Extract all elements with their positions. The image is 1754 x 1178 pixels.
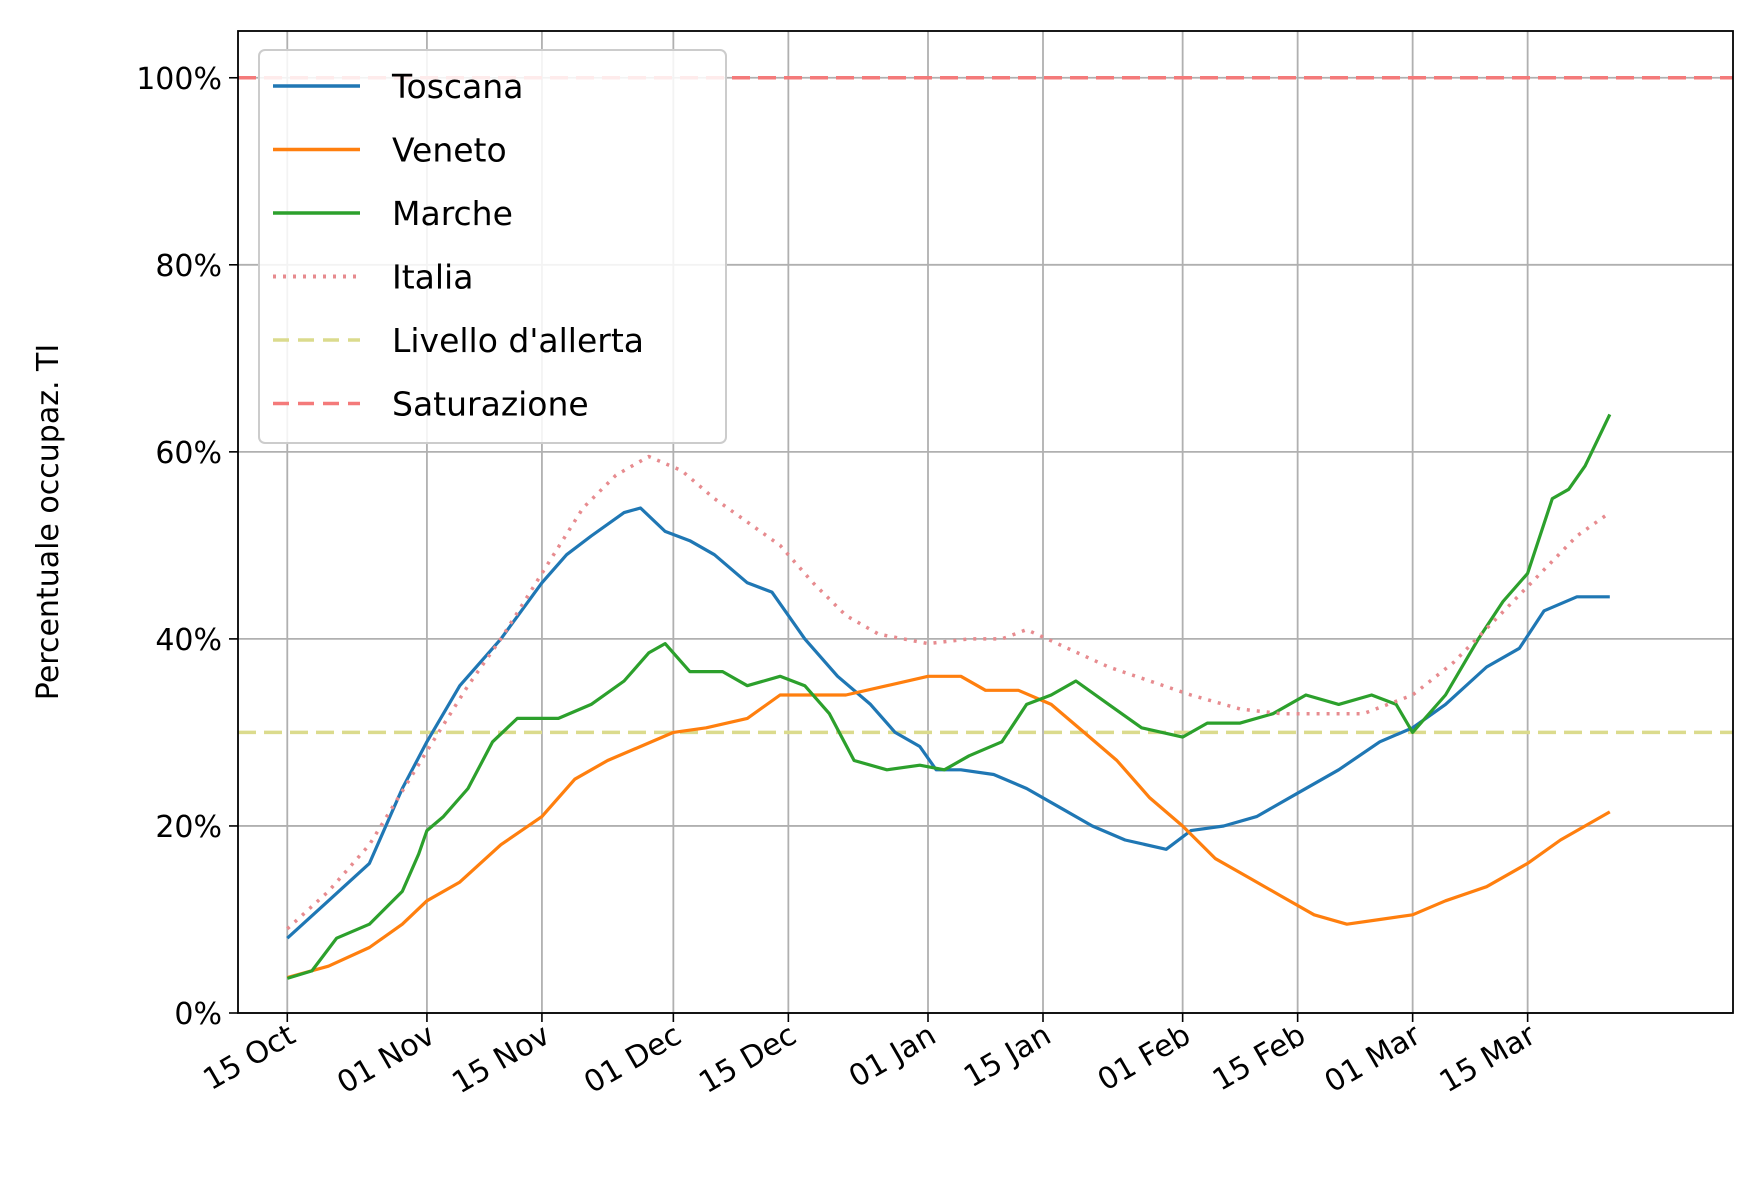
- axes-frame: [237, 30, 1734, 1014]
- y-axis-ticks: 0% 20% 40% 60% 80% 100%: [136, 62, 238, 1032]
- y-tick-label: 40%: [155, 623, 222, 658]
- series-lines: [286, 413, 1612, 980]
- legend-label-saturazione: Saturazione: [392, 385, 589, 424]
- toscana-line: [286, 506, 1610, 940]
- legend: Toscana Veneto Marche Italia Livello d'aller…: [258, 49, 727, 444]
- marche-line: [286, 413, 1612, 980]
- y-tick-label: 80%: [155, 249, 222, 284]
- y-tick-label: 0%: [174, 997, 222, 1032]
- y-axis-label: Percentuale occupaz. TI: [31, 344, 66, 700]
- legend-label-marche: Marche: [392, 194, 513, 233]
- veneto-line: [286, 674, 1611, 980]
- legend-label-livello-d-allerta: Livello d'allerta: [392, 321, 644, 360]
- legend-label-toscana: Toscana: [391, 67, 523, 106]
- y-tick-label: 60%: [155, 436, 222, 471]
- y-tick-label: 20%: [155, 810, 222, 845]
- legend-label-veneto: Veneto: [392, 131, 507, 170]
- legend-box: [258, 49, 727, 444]
- legend-label-italia: Italia: [392, 258, 473, 297]
- y-tick-label: 100%: [136, 62, 222, 97]
